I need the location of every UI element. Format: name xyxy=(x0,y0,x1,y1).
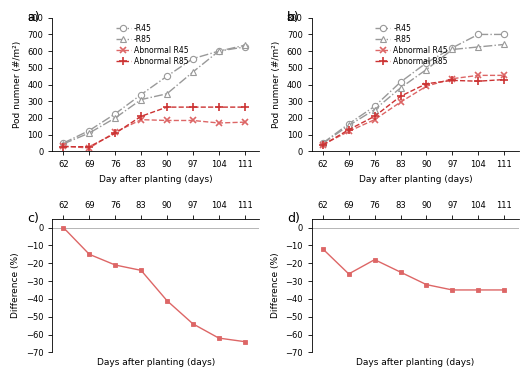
Y-axis label: Difference (%): Difference (%) xyxy=(270,253,279,318)
Abnormal R45 xyxy=(475,73,481,77)
Y-axis label: Difference (%): Difference (%) xyxy=(11,253,20,318)
Abnormal R45 xyxy=(398,100,404,104)
-R85 xyxy=(242,43,248,48)
X-axis label: Days after planting (days): Days after planting (days) xyxy=(356,358,474,367)
-R85 xyxy=(86,131,93,135)
-R45 xyxy=(86,128,93,133)
Abnormal R45 xyxy=(190,118,196,123)
-R85 xyxy=(372,107,378,112)
-R85 xyxy=(449,47,455,52)
Abnormal R85 xyxy=(242,105,248,109)
-R45 xyxy=(346,122,352,126)
-R45 xyxy=(60,141,67,145)
Legend: -R45, -R85, Abnormal R45, Abnormal R85: -R45, -R85, Abnormal R45, Abnormal R85 xyxy=(114,23,190,68)
X-axis label: Day after planting (days): Day after planting (days) xyxy=(99,175,213,184)
Abnormal R45 xyxy=(60,144,67,148)
Text: a): a) xyxy=(28,11,40,24)
-R45 xyxy=(242,45,248,49)
Abnormal R45 xyxy=(242,120,248,124)
Abnormal R45 xyxy=(216,121,222,125)
Legend: -R45, -R85, Abnormal R45, Abnormal R85: -R45, -R85, Abnormal R45, Abnormal R85 xyxy=(374,23,449,68)
-R85 xyxy=(190,70,196,74)
-R85 xyxy=(346,123,352,128)
-R45 xyxy=(449,45,455,50)
Line: Abnormal R45: Abnormal R45 xyxy=(320,72,508,148)
Line: Abnormal R85: Abnormal R85 xyxy=(59,103,249,151)
-R85 xyxy=(164,91,170,96)
Abnormal R85 xyxy=(60,144,67,149)
Y-axis label: Pod numner (#/m²): Pod numner (#/m²) xyxy=(272,41,281,128)
Abnormal R85 xyxy=(372,114,378,119)
Line: Abnormal R85: Abnormal R85 xyxy=(319,75,508,149)
X-axis label: Day after planting (days): Day after planting (days) xyxy=(358,175,472,184)
Abnormal R85 xyxy=(190,105,196,109)
-R85 xyxy=(320,141,326,146)
-R45 xyxy=(320,141,326,145)
-R85 xyxy=(398,86,404,90)
X-axis label: Days after planting (days): Days after planting (days) xyxy=(97,358,215,367)
Text: c): c) xyxy=(28,212,39,225)
Line: -R85: -R85 xyxy=(60,42,248,147)
-R85 xyxy=(423,67,430,72)
Line: -R45: -R45 xyxy=(60,44,248,146)
Abnormal R45 xyxy=(112,130,118,135)
Abnormal R45 xyxy=(346,129,352,133)
-R85 xyxy=(475,45,481,49)
Abnormal R85 xyxy=(423,81,430,86)
Text: d): d) xyxy=(287,212,300,225)
-R45 xyxy=(138,92,144,97)
Line: -R85: -R85 xyxy=(320,41,507,147)
Abnormal R85 xyxy=(164,105,170,109)
Abnormal R85 xyxy=(138,114,144,119)
Line: -R45: -R45 xyxy=(320,31,507,146)
Abnormal R85 xyxy=(112,131,118,136)
-R45 xyxy=(164,74,170,79)
Text: b): b) xyxy=(287,11,299,24)
-R45 xyxy=(423,60,430,65)
Abnormal R45 xyxy=(449,76,455,81)
Abnormal R85 xyxy=(86,144,93,149)
-R45 xyxy=(112,112,118,116)
Abnormal R85 xyxy=(449,78,455,83)
Abnormal R85 xyxy=(216,105,222,109)
-R85 xyxy=(112,116,118,120)
-R45 xyxy=(190,56,196,61)
Abnormal R45 xyxy=(320,143,326,147)
-R45 xyxy=(398,80,404,84)
Abnormal R45 xyxy=(138,118,144,122)
-R45 xyxy=(475,32,481,37)
Abnormal R85 xyxy=(320,143,326,147)
-R85 xyxy=(501,42,507,47)
Abnormal R45 xyxy=(164,118,170,123)
-R45 xyxy=(501,32,507,37)
Abnormal R85 xyxy=(501,77,507,82)
-R45 xyxy=(216,49,222,53)
Abnormal R85 xyxy=(346,127,352,132)
Abnormal R85 xyxy=(398,94,404,99)
-R85 xyxy=(60,142,67,146)
Abnormal R45 xyxy=(372,118,378,122)
Abnormal R45 xyxy=(86,146,93,150)
-R85 xyxy=(216,49,222,53)
-R45 xyxy=(372,104,378,108)
Abnormal R85 xyxy=(475,79,481,84)
Y-axis label: Pod numner (#/m²): Pod numner (#/m²) xyxy=(13,41,22,128)
-R85 xyxy=(138,97,144,102)
Abnormal R45 xyxy=(501,73,507,77)
Abnormal R45 xyxy=(423,84,430,88)
Line: Abnormal R45: Abnormal R45 xyxy=(60,116,248,152)
